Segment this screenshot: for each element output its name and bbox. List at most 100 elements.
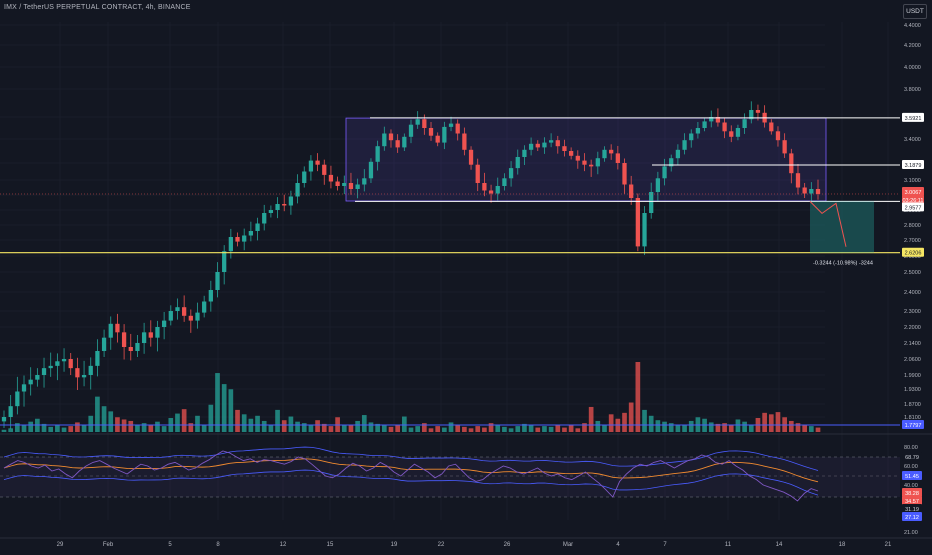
currency-button[interactable]: USDT	[903, 4, 927, 19]
candle-body	[422, 119, 427, 128]
rsi-label-lower-bg	[902, 504, 922, 513]
candle-body	[148, 332, 153, 338]
volume-bar	[161, 426, 167, 432]
candle-body	[635, 198, 640, 247]
volume-bar	[408, 427, 414, 432]
volume-bar	[128, 420, 134, 432]
volume-bar	[315, 420, 320, 432]
time-tick-label: Mar	[563, 542, 573, 548]
volume-bar	[435, 426, 441, 432]
candle-body	[315, 160, 320, 165]
volume-bar	[68, 426, 74, 432]
volume-bar	[562, 427, 567, 432]
volume-bar	[28, 421, 34, 432]
candle-body	[722, 122, 727, 132]
time-tick-label: 4	[616, 542, 620, 548]
volume-bar	[775, 412, 781, 432]
candle-body	[789, 153, 794, 174]
volume-bar	[675, 425, 681, 432]
price-label-countdown-bg	[902, 194, 924, 204]
volume-bar	[468, 428, 474, 432]
volume-bar	[722, 423, 727, 432]
volume-bar	[181, 409, 187, 432]
bb-lower-line	[3, 469, 819, 496]
volume-bar	[275, 409, 280, 432]
volume-bar	[208, 404, 214, 432]
rsi-label-upper-bg	[902, 452, 922, 461]
candle-body	[28, 379, 33, 385]
volume-bar	[175, 413, 180, 432]
candle-body	[168, 311, 173, 321]
price-label-mid-bg	[902, 160, 924, 170]
volume-bar	[728, 425, 734, 432]
volume-bar	[135, 425, 140, 432]
candle-body	[575, 155, 580, 161]
time-tick-label: 7	[663, 542, 667, 548]
candle-body	[695, 128, 701, 134]
time-tick-label: 18	[839, 542, 846, 548]
volume-bar	[568, 425, 574, 432]
price-tick-label: 4.0000	[904, 65, 921, 71]
candle-body	[462, 133, 467, 150]
projection-label: -0.3244 (-10.98%) -3244	[813, 261, 873, 267]
candle-body	[548, 140, 554, 143]
candle-body	[669, 158, 674, 167]
candle-body	[782, 140, 787, 154]
candle-body	[135, 343, 140, 351]
volume-bar	[788, 420, 794, 432]
candle-body	[769, 122, 774, 132]
candle-body	[55, 361, 60, 366]
candle-body	[735, 128, 741, 137]
price-tick-label: 2.4000	[904, 290, 921, 296]
candle-body	[275, 204, 280, 210]
volume-bar	[575, 428, 581, 432]
volume-bar	[375, 423, 380, 432]
chart-title: IMX / TetherUS PERPETUAL CONTRACT, 4h, B…	[4, 4, 191, 11]
candle-body	[482, 183, 487, 191]
time-tick-label: 14	[776, 542, 783, 548]
candle-body	[155, 327, 160, 338]
price-label-current: 3.0067	[905, 190, 922, 196]
candle-body	[555, 140, 560, 147]
range-box	[345, 117, 827, 202]
candle-body	[242, 235, 247, 242]
volume-bar	[81, 425, 87, 432]
candle-body	[128, 347, 133, 351]
price-tick-label: 1.8700	[904, 402, 921, 408]
volume-bar	[595, 420, 601, 432]
candle-body	[595, 158, 600, 167]
candle-body	[689, 133, 694, 141]
volume-bar	[228, 389, 234, 432]
volume-bar	[155, 421, 160, 432]
volume-bar	[355, 420, 360, 432]
price-tick-label: 4.4000	[904, 23, 921, 29]
volume-bar	[488, 423, 494, 432]
candle-body	[255, 223, 260, 231]
rsi-tick-label: 40.00	[904, 483, 918, 489]
volume-bar	[75, 422, 80, 432]
candle-body	[488, 190, 494, 194]
volume-bar	[442, 427, 447, 432]
candle-body	[582, 160, 587, 165]
volume-bar	[475, 426, 481, 432]
price-tick-label: 2.5000	[904, 270, 921, 276]
volume-bar	[535, 427, 541, 432]
candle-body	[202, 301, 207, 313]
volume-bar	[121, 419, 127, 432]
volume-bar	[55, 424, 60, 432]
volume-bar	[482, 427, 487, 432]
candle-body	[729, 131, 734, 137]
volume-bar	[201, 425, 207, 432]
candle-body	[161, 320, 167, 327]
volume-bar	[388, 426, 394, 432]
volume-bar	[668, 423, 674, 432]
volume-bar	[348, 425, 354, 432]
candle-body	[188, 315, 193, 321]
volume-bar	[588, 406, 594, 432]
candle-body	[322, 164, 327, 175]
rsi-tick-label: 60.00	[904, 464, 918, 470]
price-tick-label: 2.0600	[904, 357, 921, 363]
price-label-resistance: 3.5921	[905, 116, 922, 122]
volume-bar	[215, 373, 220, 432]
